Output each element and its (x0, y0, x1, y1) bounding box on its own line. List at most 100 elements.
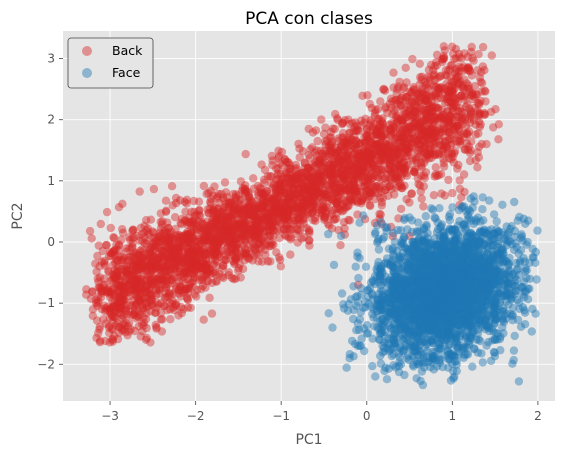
point-back (203, 232, 213, 241)
point-back (271, 183, 280, 192)
point-back (374, 114, 384, 124)
point-back (416, 139, 425, 149)
point-back (314, 180, 324, 190)
point-back (254, 216, 264, 226)
point-back (364, 146, 373, 155)
point-back (160, 266, 169, 275)
point-back (108, 312, 117, 321)
point-back (267, 172, 276, 181)
point-back (280, 214, 289, 223)
point-back (105, 304, 114, 313)
point-back (349, 185, 358, 194)
point-back (400, 130, 410, 139)
point-back (122, 247, 131, 256)
point-back (305, 192, 314, 202)
point-back (103, 286, 113, 296)
point-back (109, 290, 118, 300)
point-face (349, 282, 358, 291)
point-back (355, 191, 365, 200)
point-back (330, 124, 339, 134)
point-back (104, 323, 114, 332)
point-back (134, 274, 143, 283)
point-back (295, 215, 304, 224)
point-back (166, 241, 175, 250)
point-back (410, 114, 420, 123)
point-back (323, 168, 332, 178)
point-back (199, 181, 209, 191)
point-back (288, 179, 297, 188)
point-back (475, 122, 484, 132)
point-back (134, 284, 143, 294)
point-back (396, 101, 406, 110)
point-back (463, 84, 472, 93)
point-back (160, 226, 169, 235)
point-back (142, 226, 151, 235)
point-back (206, 233, 216, 242)
point-back (344, 137, 353, 146)
point-back (174, 289, 183, 298)
point-back (191, 256, 200, 265)
point-back (361, 151, 370, 160)
point-back (424, 126, 433, 135)
point-back (435, 125, 444, 134)
point-back (234, 223, 243, 232)
point-back (181, 268, 190, 278)
point-back (180, 265, 189, 274)
point-back (241, 234, 250, 244)
point-back (124, 257, 133, 266)
point-back (303, 163, 312, 172)
point-back (221, 212, 230, 221)
point-back (137, 230, 146, 239)
point-back (368, 186, 377, 196)
point-back (166, 246, 175, 256)
point-back (246, 196, 256, 205)
point-back (207, 309, 217, 318)
point-back (307, 177, 317, 187)
point-back (94, 329, 103, 338)
point-back (320, 152, 329, 161)
point-back (105, 328, 114, 338)
point-back (284, 164, 293, 173)
point-back (311, 126, 321, 135)
point-back (419, 202, 428, 211)
point-back (180, 287, 189, 296)
point-back (381, 159, 390, 168)
point-back (250, 244, 259, 253)
point-back (220, 255, 229, 264)
point-back (429, 191, 439, 200)
point-back (134, 250, 144, 260)
point-back (229, 251, 238, 260)
point-back (211, 276, 221, 286)
point-back (133, 312, 143, 321)
point-back (455, 184, 465, 194)
point-back (453, 121, 463, 131)
point-back (277, 186, 286, 195)
point-back (371, 105, 380, 115)
point-back (310, 192, 319, 202)
point-back (211, 249, 220, 258)
point-back (327, 178, 336, 187)
point-back (255, 239, 264, 248)
point-back (442, 124, 452, 134)
point-back (147, 291, 156, 300)
point-back (270, 203, 279, 213)
point-back (249, 204, 259, 213)
point-back (351, 190, 360, 199)
point-back (312, 176, 321, 186)
point-back (416, 87, 426, 96)
point-back (205, 230, 215, 239)
point-back (398, 135, 407, 144)
point-back (474, 129, 483, 138)
point-back (333, 114, 342, 123)
point-back (398, 169, 407, 178)
point-back (206, 225, 215, 234)
point-back (359, 163, 368, 173)
point-back (267, 196, 277, 205)
point-back (350, 195, 359, 205)
point-back (380, 143, 390, 152)
point-back (141, 283, 151, 292)
point-back (131, 254, 140, 264)
point-back (416, 145, 425, 154)
point-back (132, 283, 141, 292)
point-back (397, 147, 406, 156)
